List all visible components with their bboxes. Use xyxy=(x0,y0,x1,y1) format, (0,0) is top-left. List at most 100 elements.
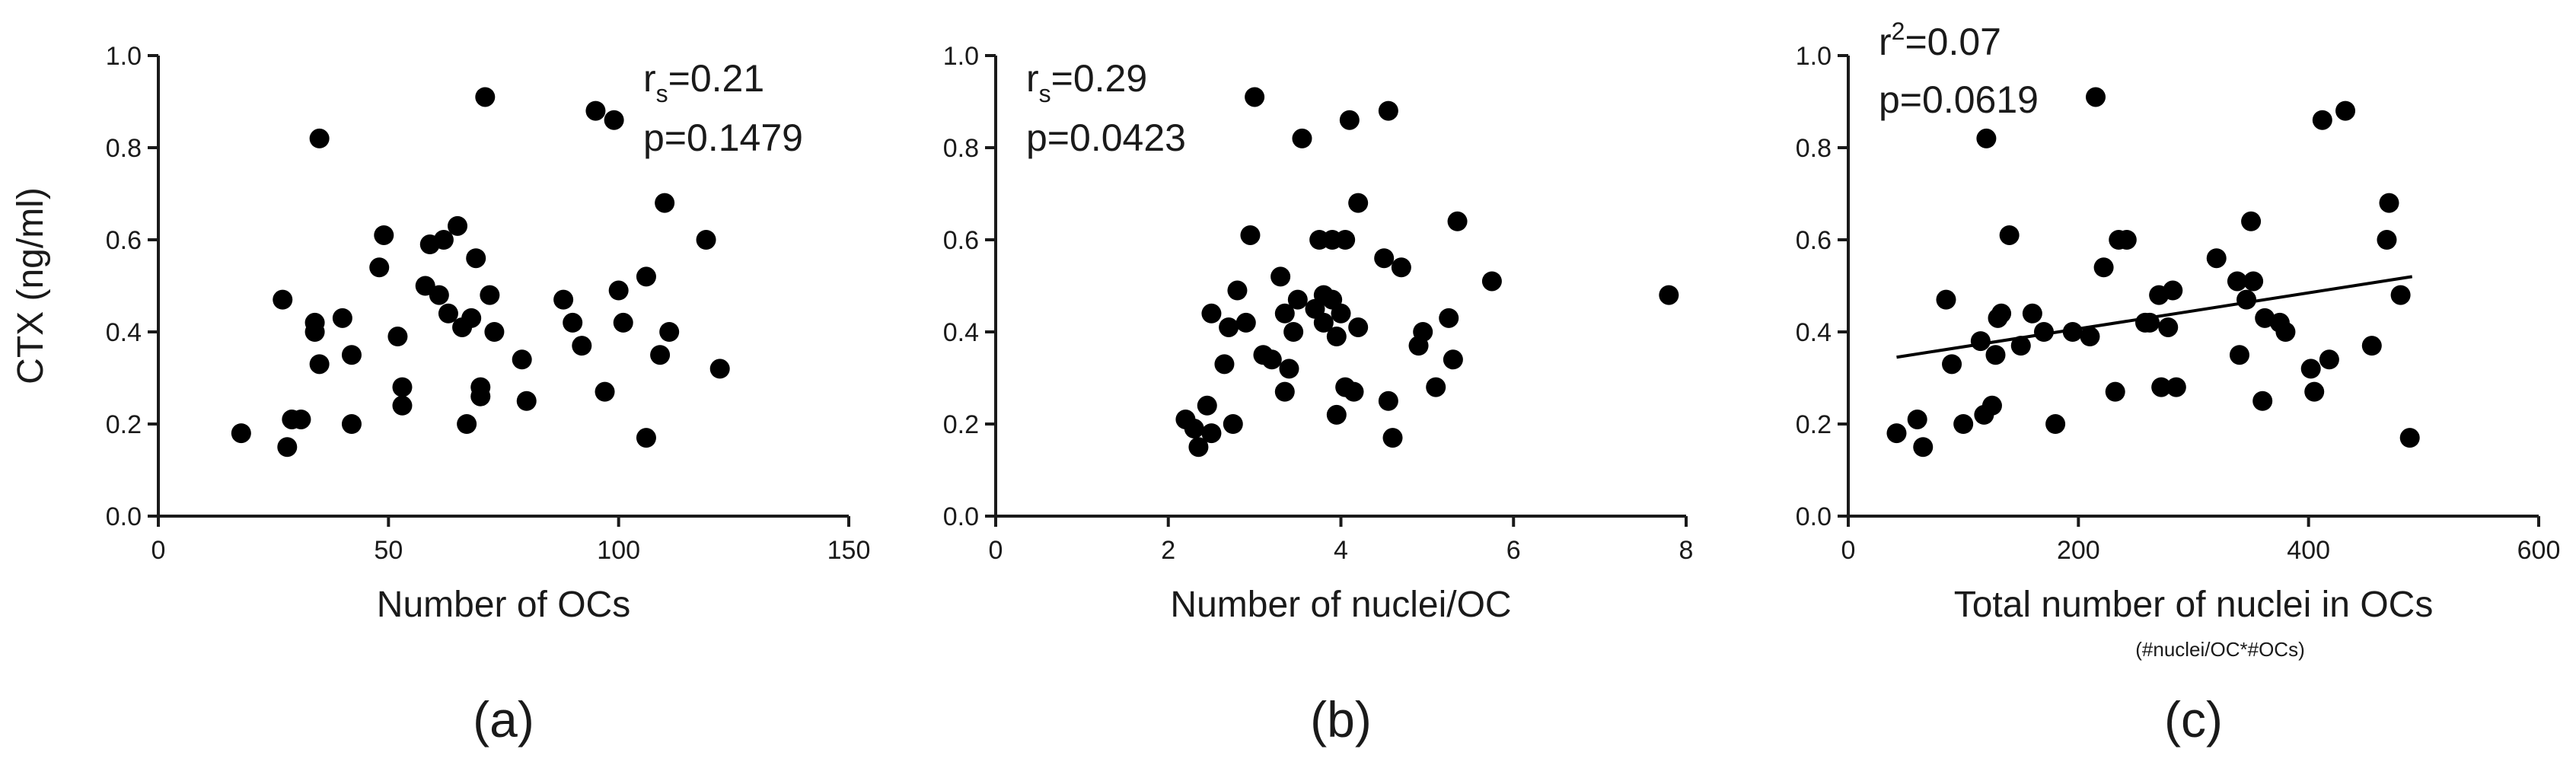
data-point xyxy=(1481,271,1502,292)
stat-p-value: p=0.0619 xyxy=(1879,78,2039,121)
data-point xyxy=(650,345,671,365)
x-axis-title: Total number of nuclei in OCs xyxy=(1954,585,2434,625)
y-tick-label: 0.6 xyxy=(943,226,979,255)
data-point xyxy=(1886,423,1907,444)
data-point xyxy=(1219,317,1239,337)
data-point xyxy=(1335,230,1356,250)
data-point xyxy=(429,285,449,305)
data-point xyxy=(1999,225,2020,245)
data-point xyxy=(273,289,293,310)
data-point xyxy=(2255,308,2275,328)
data-point xyxy=(636,428,656,448)
data-point xyxy=(1339,110,1360,130)
data-point xyxy=(553,289,574,310)
data-point xyxy=(2377,230,2397,250)
data-point xyxy=(2093,257,2114,278)
data-point xyxy=(2163,280,2183,301)
y-tick-label: 0.8 xyxy=(106,134,142,163)
x-tick-label: 8 xyxy=(1679,536,1694,565)
data-point xyxy=(461,308,482,328)
data-point xyxy=(1274,303,1295,324)
x-axis-subtitle: (#nuclei/OC*#OCs) xyxy=(2135,638,2305,661)
data-point xyxy=(1274,381,1295,402)
y-tick-label: 0.4 xyxy=(943,318,979,347)
data-point xyxy=(433,230,454,250)
data-point xyxy=(1439,308,1459,328)
data-point xyxy=(1326,404,1347,425)
data-point xyxy=(1292,128,1312,148)
data-point xyxy=(1413,322,1433,342)
data-point xyxy=(2275,322,2296,342)
data-point xyxy=(2361,336,2382,356)
data-point xyxy=(1382,428,1403,448)
data-point xyxy=(1201,303,1222,324)
data-point xyxy=(1913,437,1934,458)
data-point xyxy=(1348,193,1369,213)
data-point xyxy=(304,322,325,342)
data-point xyxy=(572,336,592,356)
data-point xyxy=(277,437,298,458)
panel-a: 0.0 0.2 0.4 0.6 0.8 1.0 0 50 100 150 Number of OCs… xyxy=(11,42,870,748)
x-tick-label: 400 xyxy=(2287,536,2330,565)
data-point xyxy=(1426,377,1446,397)
x-tick-label: 0 xyxy=(1841,536,1856,565)
data-point xyxy=(387,327,408,347)
y-tick-label: 0.0 xyxy=(1796,502,1832,531)
data-point xyxy=(696,230,716,250)
data-point xyxy=(1447,211,1468,231)
data-point xyxy=(1197,395,1217,416)
y-axis-title: CTX (ng/ml) xyxy=(11,187,51,384)
x-tick-label: 4 xyxy=(1334,536,1348,565)
data-point xyxy=(1907,409,1927,429)
y-tick-label: 1.0 xyxy=(106,42,142,71)
data-point xyxy=(608,280,629,301)
data-point xyxy=(1279,359,1299,379)
data-point xyxy=(1378,391,1398,411)
data-point xyxy=(2227,271,2247,292)
data-point xyxy=(484,322,505,342)
y-tick-label: 0.6 xyxy=(1796,226,1832,255)
data-point xyxy=(1214,354,1235,375)
data-point xyxy=(1991,303,2012,324)
data-point xyxy=(1348,317,1369,337)
data-point xyxy=(309,128,330,148)
data-point xyxy=(2086,87,2106,107)
data-point xyxy=(1976,128,1997,148)
data-point xyxy=(2105,381,2125,402)
data-point xyxy=(2080,327,2100,347)
data-point xyxy=(2399,428,2420,448)
data-point xyxy=(2010,336,2031,356)
y-tick-label: 0.4 xyxy=(106,318,142,347)
data-point xyxy=(1270,266,1291,287)
x-tick-label: 50 xyxy=(374,536,403,565)
data-point xyxy=(655,193,675,213)
data-point xyxy=(2379,193,2399,213)
stat-coefficient: rs=0.29 xyxy=(1026,57,1147,107)
data-point xyxy=(2304,381,2325,402)
data-point xyxy=(512,349,532,370)
data-point xyxy=(1942,354,1962,375)
data-point xyxy=(448,215,468,236)
data-point xyxy=(1240,225,1261,245)
data-point xyxy=(374,225,394,245)
data-point xyxy=(475,87,496,107)
data-point xyxy=(309,354,330,375)
data-point xyxy=(369,257,390,278)
data-point xyxy=(636,266,656,287)
y-tick-label: 0.4 xyxy=(1796,318,1832,347)
panel-c: 0.0 0.2 0.4 0.6 0.8 1.0 0 200 400 600 Total number… xyxy=(1796,18,2561,748)
data-point xyxy=(1443,349,1463,370)
data-point xyxy=(2140,312,2160,333)
data-point xyxy=(392,395,413,416)
data-point xyxy=(2319,349,2339,370)
data-point xyxy=(1391,257,1411,278)
data-point xyxy=(2033,322,2054,342)
data-point xyxy=(438,303,458,324)
panel-b: 0.0 0.2 0.4 0.6 0.8 1.0 0 2 4 6 8 Number of nuclei/… xyxy=(943,42,1694,748)
data-point xyxy=(2151,377,2172,397)
data-point xyxy=(2166,377,2186,397)
y-tick-label: 0.0 xyxy=(106,502,142,531)
data-point xyxy=(1235,312,1256,333)
data-point xyxy=(2390,285,2411,305)
